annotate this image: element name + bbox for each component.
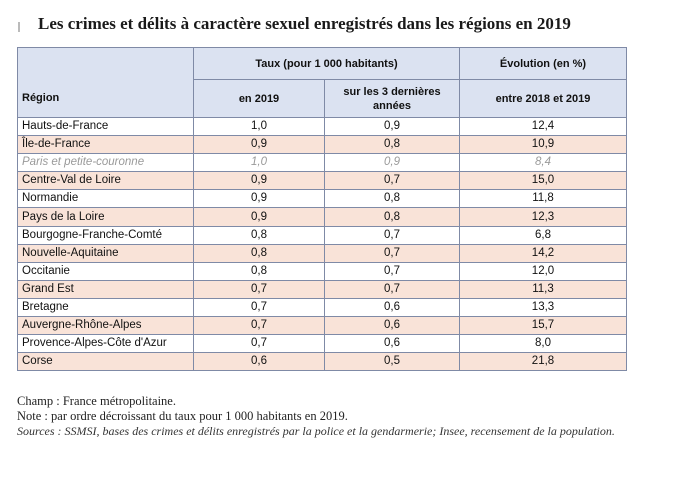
table-row: Île-de-France 0,9 0,8 10,9: [17, 135, 627, 155]
cell-taux-2019: 0,8: [193, 243, 325, 263]
cell-taux-3ans: 0,6: [324, 334, 460, 354]
cell-region: Centre-Val de Loire: [17, 171, 194, 191]
table-row: Corse 0,6 0,5 21,8: [17, 352, 627, 372]
table-header-row-columns: Région en 2019 sur les 3 dernières année…: [17, 79, 627, 118]
cell-taux-2019: 0,9: [193, 171, 325, 191]
cell-region: Provence-Alpes-Côte d'Azur: [17, 334, 194, 354]
cell-taux-2019: 0,6: [193, 352, 325, 372]
table-row: Provence-Alpes-Côte d'Azur 0,7 0,6 8,0: [17, 334, 627, 354]
cell-region: Normandie: [17, 189, 194, 209]
table-row: Hauts-de-France 1,0 0,9 12,4: [17, 116, 627, 137]
cell-taux-2019: 0,7: [193, 279, 325, 299]
cell-taux-3ans: 0,6: [324, 297, 460, 318]
table-row: Bretagne 0,7 0,6 13,3: [17, 297, 627, 318]
cell-taux-3ans: 0,5: [324, 352, 460, 372]
cell-region: Île-de-France: [17, 135, 194, 155]
cell-region: Corse: [17, 352, 194, 372]
header-blank-cell: [17, 47, 194, 80]
cell-evolution: 11,3: [459, 279, 627, 299]
table-row: Normandie 0,9 0,8 11,8: [17, 189, 627, 209]
cell-evolution: 8,0: [459, 334, 627, 354]
cell-evolution: 8,4: [459, 153, 627, 173]
header-taux-3ans-line2: années: [373, 99, 411, 112]
cell-region: Nouvelle-Aquitaine: [17, 243, 194, 263]
header-taux-3ans-line1: sur les 3 dernières: [343, 85, 441, 98]
cell-taux-2019: 0,9: [193, 207, 325, 227]
cell-evolution: 10,9: [459, 135, 627, 155]
cell-evolution: 12,4: [459, 116, 627, 137]
cell-taux-3ans: 0,8: [324, 189, 460, 209]
header-taux-2019: en 2019: [193, 79, 325, 118]
note-champ: Champ : France métropolitaine.: [17, 394, 176, 408]
table-row: Centre-Val de Loire 0,9 0,7 15,0: [17, 171, 627, 191]
cell-taux-3ans: 0,7: [324, 279, 460, 299]
table-row: Bourgogne-Franche-Comté 0,8 0,7 6,8: [17, 225, 627, 245]
cell-region: Pays de la Loire: [17, 207, 194, 227]
cell-evolution: 6,8: [459, 225, 627, 245]
cell-taux-3ans: 0,7: [324, 261, 460, 281]
cell-taux-3ans: 0,7: [324, 225, 460, 245]
cell-evolution: 15,7: [459, 316, 627, 336]
table-notes: Champ : France métropolitaine. Note : pa…: [17, 394, 672, 439]
cell-evolution: 12,0: [459, 261, 627, 281]
table-row: Nouvelle-Aquitaine 0,8 0,7 14,2: [17, 243, 627, 263]
table-row: Grand Est 0,7 0,7 11,3: [17, 279, 627, 299]
cell-taux-3ans: 0,9: [324, 116, 460, 137]
header-taux-group: Taux (pour 1 000 habitants): [193, 47, 460, 80]
cell-taux-3ans: 0,7: [324, 243, 460, 263]
header-region: Région: [17, 79, 194, 118]
cell-taux-2019: 0,7: [193, 316, 325, 336]
header-evolution: entre 2018 et 2019: [459, 79, 627, 118]
note-sources: Sources : SSMSI, bases des crimes et dél…: [17, 424, 615, 438]
cell-taux-3ans: 0,6: [324, 316, 460, 336]
cell-evolution: 15,0: [459, 171, 627, 191]
cell-taux-3ans: 0,8: [324, 207, 460, 227]
cell-evolution: 21,8: [459, 352, 627, 372]
cell-region: Occitanie: [17, 261, 194, 281]
cell-taux-2019: 0,9: [193, 135, 325, 155]
table-row: Pays de la Loire 0,9 0,8 12,3: [17, 207, 627, 227]
cell-taux-2019: 1,0: [193, 116, 325, 137]
header-taux-3ans: sur les 3 dernières années: [324, 79, 460, 118]
cell-evolution: 12,3: [459, 207, 627, 227]
cell-evolution: 13,3: [459, 297, 627, 318]
table-row: Occitanie 0,8 0,7 12,0: [17, 261, 627, 281]
table-row: Paris et petite-couronne 1,0 0,9 8,4: [17, 153, 627, 173]
cell-taux-2019: 0,8: [193, 225, 325, 245]
cell-taux-3ans: 0,8: [324, 135, 460, 155]
cell-region: Paris et petite-couronne: [17, 153, 194, 173]
cell-taux-2019: 1,0: [193, 153, 325, 173]
cell-evolution: 11,8: [459, 189, 627, 209]
cell-taux-2019: 0,7: [193, 297, 325, 318]
cell-region: Hauts-de-France: [17, 116, 194, 137]
cell-taux-3ans: 0,7: [324, 171, 460, 191]
corner-mark: [18, 22, 20, 32]
cell-evolution: 14,2: [459, 243, 627, 263]
cell-taux-3ans: 0,9: [324, 153, 460, 173]
cell-taux-2019: 0,9: [193, 189, 325, 209]
table-header-row-groups: Taux (pour 1 000 habitants) Évolution (e…: [17, 47, 627, 80]
cell-region: Auvergne-Rhône-Alpes: [17, 316, 194, 336]
cell-region: Bretagne: [17, 297, 194, 318]
header-evolution-group: Évolution (en %): [459, 47, 627, 80]
page-title: Les crimes et délits à caractère sexuel …: [38, 14, 571, 33]
cell-region: Bourgogne-Franche-Comté: [17, 225, 194, 245]
note-ordre: Note : par ordre décroissant du taux pou…: [17, 409, 348, 423]
cell-taux-2019: 0,8: [193, 261, 325, 281]
table-row: Auvergne-Rhône-Alpes 0,7 0,6 15,7: [17, 316, 627, 336]
data-table: Taux (pour 1 000 habitants) Évolution (e…: [17, 47, 627, 372]
cell-region: Grand Est: [17, 279, 194, 299]
cell-taux-2019: 0,7: [193, 334, 325, 354]
